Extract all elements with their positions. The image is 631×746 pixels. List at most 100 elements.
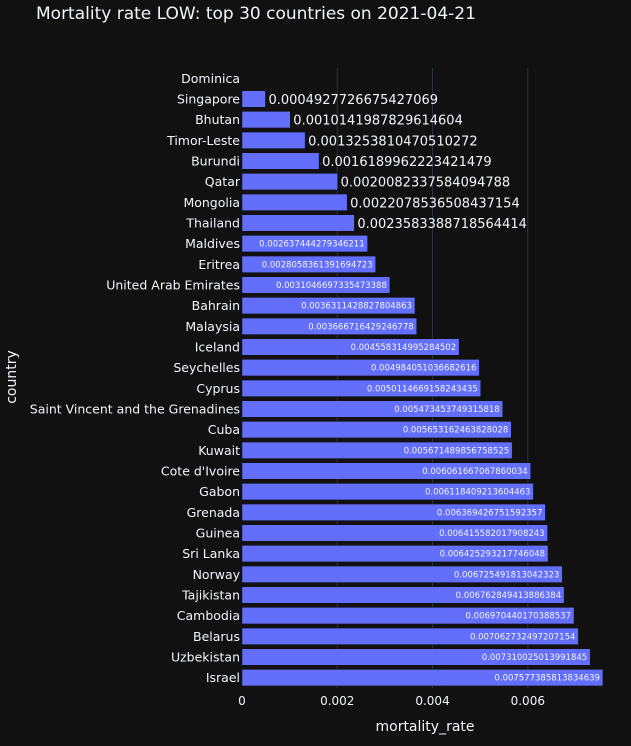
y-tick-label: Malaysia xyxy=(185,319,240,334)
y-tick-label: Tajikistan xyxy=(181,588,240,603)
bar xyxy=(241,441,513,459)
y-tick-label: Eritrea xyxy=(198,257,240,272)
bar-data-label: 0.005671489856758525 xyxy=(404,446,509,456)
y-tick-label: Singapore xyxy=(177,92,240,107)
bar xyxy=(241,297,416,315)
bar xyxy=(241,462,531,480)
y-tick-label: Cote d'Ivoire xyxy=(161,464,240,479)
x-axis-title: mortality_rate xyxy=(375,719,474,735)
bar xyxy=(241,483,534,501)
bar xyxy=(241,669,604,687)
bar-data-label: 0.006425293217746048 xyxy=(440,550,545,560)
bar xyxy=(241,524,548,542)
bar-data-label: 0.006369426751592357 xyxy=(437,508,542,518)
y-tick-label: Qatar xyxy=(205,174,241,189)
bar xyxy=(241,359,480,377)
bar-data-label: 0.004984051036682616 xyxy=(371,364,476,374)
bar-data-label: 0.005473453749315818 xyxy=(394,405,499,415)
y-axis-title: country xyxy=(4,350,20,404)
bar-data-label: 0.0016189962223421479 xyxy=(322,155,492,170)
bar xyxy=(241,503,546,521)
y-tick-label: Iceland xyxy=(195,340,240,355)
bar xyxy=(241,276,391,294)
y-tick-label: Maldives xyxy=(185,236,240,251)
bar-data-label: 0.007577385813834639 xyxy=(494,674,599,684)
bar xyxy=(241,111,291,129)
bar xyxy=(241,193,348,211)
bar-data-label: 0.0028058361391694723 xyxy=(262,260,373,270)
bar-data-label: 0.0010141987829614604 xyxy=(293,114,463,129)
bar xyxy=(241,648,591,666)
bar xyxy=(241,627,579,645)
bar xyxy=(241,338,460,356)
y-tick-label: Kuwait xyxy=(198,443,240,458)
bar xyxy=(241,90,266,108)
x-tick-label: 0.004 xyxy=(415,694,449,708)
bar xyxy=(241,235,368,253)
y-tick-label: Bahrain xyxy=(192,298,240,313)
bar-data-label: 0.002637444279346211 xyxy=(259,240,364,250)
bar-data-label: 0.007310025013991845 xyxy=(482,653,587,663)
x-tick-label: 0.002 xyxy=(320,694,354,708)
bars: 0.0004927726675427069 0.00101419878296146… xyxy=(241,90,604,687)
bar-data-label: 0.006415582017908243 xyxy=(439,529,544,539)
y-tick-label: Dominica xyxy=(181,71,240,86)
bar-data-label: 0.006725491813042323 xyxy=(454,570,559,580)
bar xyxy=(241,317,417,335)
bar xyxy=(241,379,481,397)
y-tick-label: Burundi xyxy=(191,154,240,169)
bar-data-label: 0.006061667067860034 xyxy=(422,467,527,477)
y-tick-label: Seychelles xyxy=(173,360,240,375)
y-tick-label: Sri Lanka xyxy=(182,546,240,561)
chart-title: Mortality rate LOW: top 30 countries on … xyxy=(36,4,476,24)
bar-data-label: 0.006970440170388537 xyxy=(466,612,571,622)
y-tick-label: Cambodia xyxy=(177,608,240,623)
bar xyxy=(241,545,549,563)
y-tick-label: Guinea xyxy=(196,526,240,541)
bar xyxy=(241,214,355,232)
bar xyxy=(241,421,512,439)
x-tick-label: 0.006 xyxy=(511,694,545,708)
bar-data-label: 0.0036311428827804863 xyxy=(301,302,412,312)
y-tick-label: Grenada xyxy=(187,505,240,520)
bar-data-label: 0.0013253810470510272 xyxy=(308,134,478,149)
bar-data-label: 0.0031046697335473388 xyxy=(276,281,387,291)
grid-lines xyxy=(336,68,529,688)
bar-data-label: 0.004558314995284502 xyxy=(351,343,456,353)
y-tick-label: Timor-Leste xyxy=(166,133,240,148)
bar-data-label: 0.007062732497207154 xyxy=(470,632,575,642)
bar-data-label: 0.006118409213604463 xyxy=(425,488,530,498)
bar xyxy=(241,131,306,149)
y-tick-label: Belarus xyxy=(193,629,240,644)
bar-data-label: 0.0022078536508437154 xyxy=(350,196,520,211)
bar-data-label: 0.0023583388718564414 xyxy=(357,217,527,232)
bar-data-label: 0.005653162463828028 xyxy=(403,426,508,436)
y-tick-label: United Arab Emirates xyxy=(106,278,240,293)
bar xyxy=(241,586,565,604)
bar xyxy=(241,607,575,625)
x-tick-label: 0 xyxy=(238,694,246,708)
bar-data-label: 0.0020082337584094788 xyxy=(341,176,511,191)
y-tick-label: Cyprus xyxy=(196,381,240,396)
x-tick-labels: 0 0.002 0.004 0.006 xyxy=(238,694,545,708)
y-tick-labels: Dominica Singapore Bhutan Timor-Leste Burund… xyxy=(30,71,241,685)
bar xyxy=(241,565,563,583)
bar xyxy=(241,173,338,191)
y-tick-label: Cuba xyxy=(208,422,240,437)
bar xyxy=(241,255,376,273)
y-tick-label: Israel xyxy=(206,670,240,685)
bar-data-label: 0.003666716429246778 xyxy=(308,322,413,332)
y-tick-label: Bhutan xyxy=(195,112,240,127)
bar-data-label: 0.006762849413886384 xyxy=(456,591,561,601)
bar xyxy=(241,152,320,170)
bar xyxy=(241,400,503,418)
y-tick-label: Saint Vincent and the Grenadines xyxy=(30,402,240,417)
y-tick-label: Gabon xyxy=(199,484,240,499)
bar-data-label: 0.0050114669158243435 xyxy=(367,384,478,394)
y-tick-label: Thailand xyxy=(185,216,240,231)
y-tick-label: Mongolia xyxy=(183,195,240,210)
y-tick-label: Uzbekistan xyxy=(171,650,240,665)
y-tick-label: Norway xyxy=(193,567,241,582)
